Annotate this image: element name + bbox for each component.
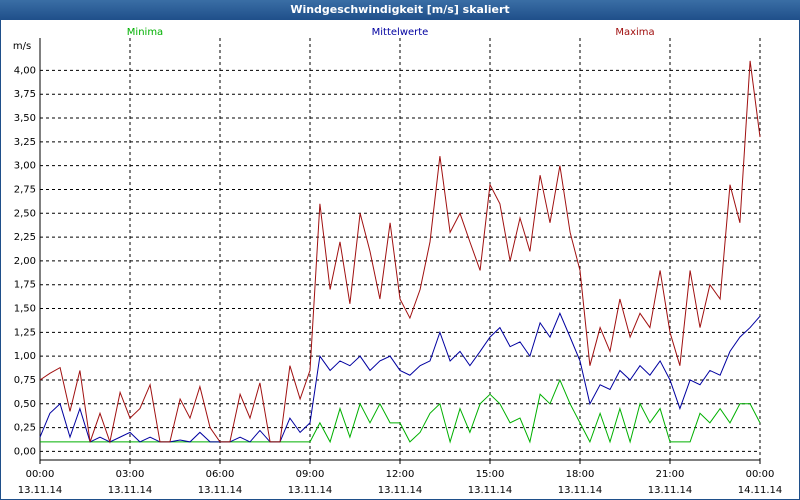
x-tick-date: 13.11.14 [378, 485, 423, 496]
y-tick-label: 1,25 [14, 327, 36, 338]
series-line [39, 60, 761, 444]
legend-entry: Minima [127, 27, 163, 38]
x-tick-date: 13.11.14 [558, 485, 603, 496]
y-tick-label: 2,25 [14, 232, 36, 243]
y-tick-label: 0,00 [14, 446, 36, 457]
x-tick-label: 00:00 [26, 469, 55, 480]
x-tick-date: 13.11.14 [198, 485, 243, 496]
y-tick-label: 0,50 [14, 399, 36, 410]
y-tick-label: 2,50 [14, 208, 36, 219]
y-tick-label: 0,75 [14, 375, 36, 386]
chart-title: Windgeschwindigkeit [m/s] skaliert [290, 3, 509, 16]
x-tick-date: 14.11.14 [738, 485, 783, 496]
y-tick-label: 4,00 [14, 65, 36, 76]
x-tick-date: 13.11.14 [648, 485, 693, 496]
y-tick-label: 3,75 [14, 89, 36, 100]
legend-entry: Maxima [615, 27, 654, 38]
y-tick-label: 3,00 [14, 161, 36, 172]
y-tick-label: 0,25 [14, 423, 36, 434]
y-tick-label: 3,25 [14, 137, 36, 148]
x-tick-label: 15:00 [476, 469, 505, 480]
x-tick-label: 09:00 [296, 469, 325, 480]
y-tick-label: 2,75 [14, 184, 36, 195]
x-tick-date: 13.11.14 [18, 485, 63, 496]
title-bar [0, 0, 800, 20]
y-axis-label: m/s [13, 41, 31, 52]
y-tick-label: 3,50 [14, 113, 36, 124]
y-tick-label: 1,50 [14, 304, 36, 315]
legend-entry: Mittelwerte [372, 27, 429, 38]
x-tick-label: 12:00 [386, 469, 415, 480]
x-tick-label: 18:00 [566, 469, 595, 480]
x-tick-label: 21:00 [656, 469, 685, 480]
x-tick-label: 00:00 [746, 469, 775, 480]
x-tick-date: 13.11.14 [468, 485, 513, 496]
x-tick-date: 13.11.14 [288, 485, 333, 496]
y-tick-label: 1,75 [14, 280, 36, 291]
x-tick-label: 03:00 [116, 469, 145, 480]
x-tick-label: 06:00 [206, 469, 235, 480]
y-tick-label: 1,00 [14, 351, 36, 362]
y-tick-label: 2,00 [14, 256, 36, 267]
x-tick-date: 13.11.14 [108, 485, 153, 496]
